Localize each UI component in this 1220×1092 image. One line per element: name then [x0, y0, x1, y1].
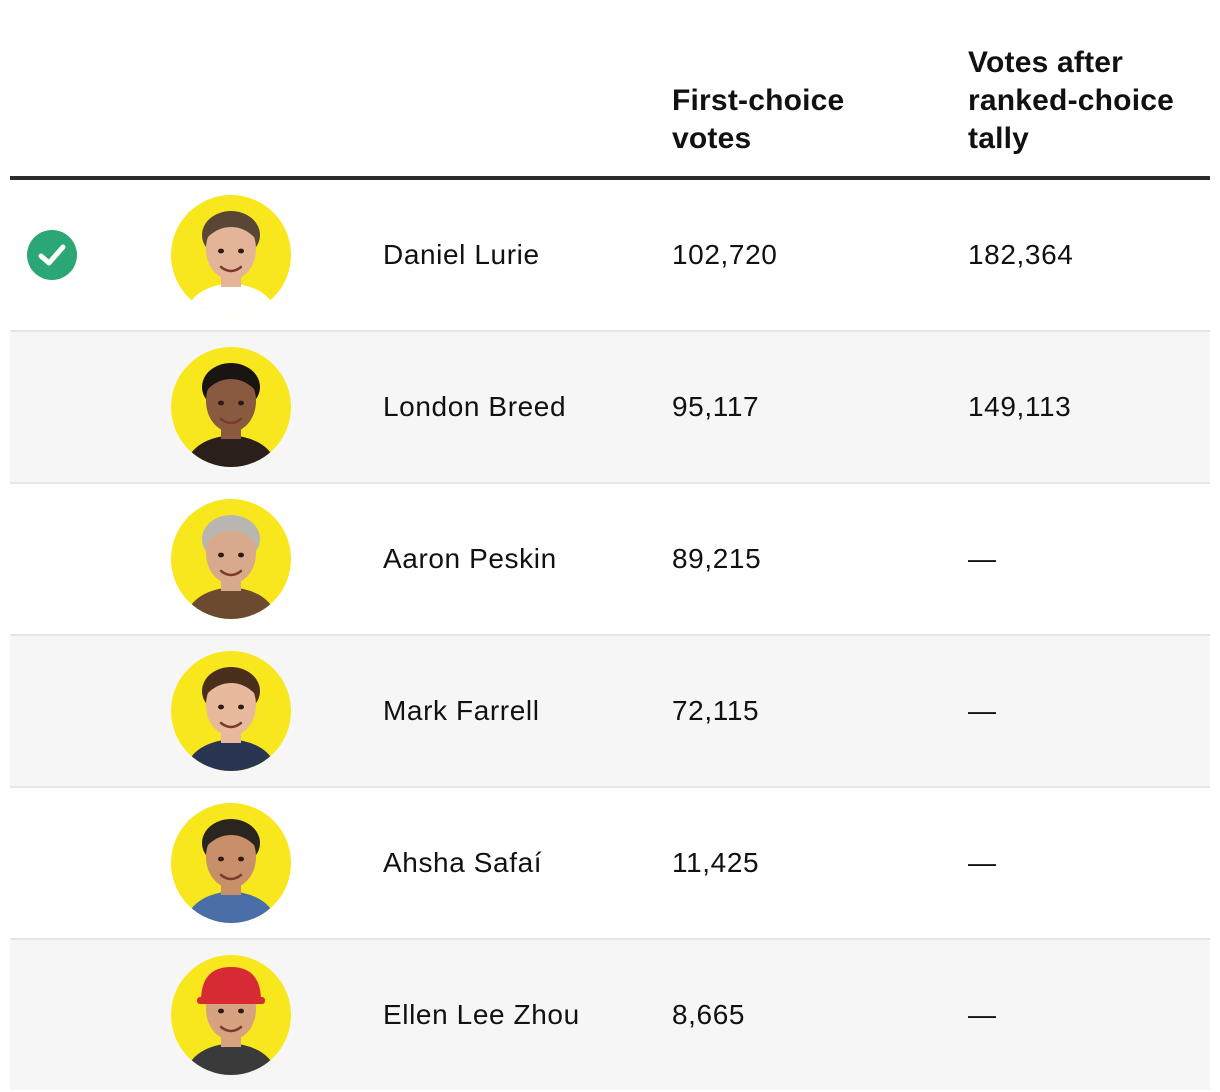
headshot-icon: [171, 347, 291, 467]
ranked-choice-votes: —: [968, 999, 997, 1030]
headshot-icon: [171, 499, 291, 619]
table-row: Ellen Lee Zhou 8,665 —: [10, 940, 1210, 1090]
table-row: London Breed 95,117 149,113: [10, 332, 1210, 484]
ranked-choice-votes: 182,364: [968, 239, 1074, 270]
candidate-name: Aaron Peskin: [383, 543, 557, 574]
ranked-choice-votes: —: [968, 695, 997, 726]
first-choice-votes: 95,117: [672, 391, 760, 422]
table-row: Ahsha Safaí 11,425 —: [10, 788, 1210, 940]
table-row: Aaron Peskin 89,215 —: [10, 484, 1210, 636]
ranked-choice-votes: 149,113: [968, 391, 1072, 422]
first-choice-votes: 72,115: [672, 695, 760, 726]
headshot-icon: [171, 651, 291, 771]
table-row: Daniel Lurie 102,720 182,364: [10, 180, 1210, 332]
candidate-name: Ellen Lee Zhou: [383, 999, 580, 1030]
headshot-icon: [171, 955, 291, 1075]
candidate-name: Daniel Lurie: [383, 239, 540, 270]
table-header: First-choice votes Votes after ranked-ch…: [10, 0, 1210, 180]
first-choice-votes: 102,720: [672, 239, 778, 270]
ranked-choice-votes: —: [968, 543, 997, 574]
header-first-choice-votes: First-choice votes: [672, 84, 845, 155]
ranked-choice-votes: —: [968, 847, 997, 878]
candidate-name: Mark Farrell: [383, 695, 540, 726]
header-ranked-choice-votes: Votes after ranked-choice tally: [968, 46, 1175, 155]
table-row: Mark Farrell 72,115 —: [10, 636, 1210, 788]
results-table: First-choice votes Votes after ranked-ch…: [10, 0, 1210, 1090]
first-choice-votes: 89,215: [672, 543, 762, 574]
winner-check-icon: [27, 230, 77, 280]
headshot-icon: [171, 195, 291, 315]
first-choice-votes: 8,665: [672, 999, 746, 1030]
candidate-name: Ahsha Safaí: [383, 847, 543, 878]
headshot-icon: [171, 803, 291, 923]
first-choice-votes: 11,425: [672, 847, 760, 878]
candidate-name: London Breed: [383, 391, 567, 422]
